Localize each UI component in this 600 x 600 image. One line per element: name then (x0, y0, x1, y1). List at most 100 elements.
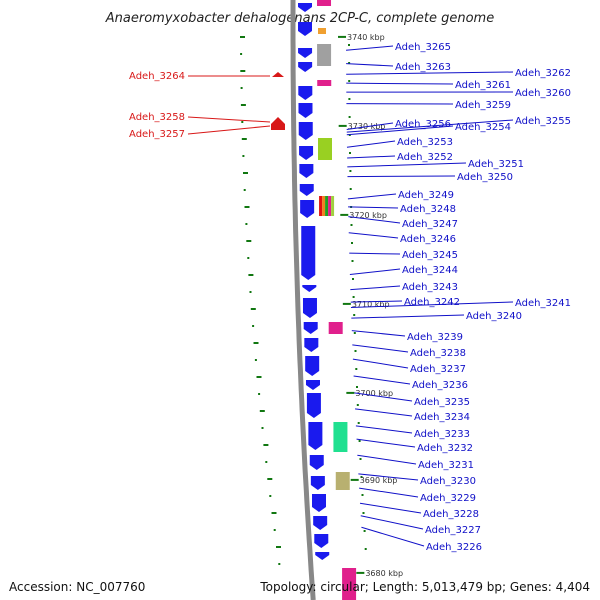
gc-dot (350, 224, 353, 226)
gene-label[interactable]: Adeh_3254 (455, 122, 511, 133)
gene-label[interactable]: Adeh_3251 (468, 159, 524, 170)
gene-block[interactable] (322, 196, 326, 216)
gc-dot (241, 138, 247, 140)
gene-block[interactable] (331, 196, 335, 216)
gene-label[interactable]: Adeh_3256 (395, 119, 451, 130)
gene-arrow[interactable] (300, 200, 315, 218)
gene-arrow[interactable] (299, 146, 314, 160)
gene-label[interactable]: Adeh_3261 (455, 80, 511, 91)
gene-arrow[interactable] (308, 422, 323, 450)
gc-dot (360, 476, 363, 478)
gene-arrow[interactable] (314, 534, 329, 548)
gene-label[interactable]: Adeh_3236 (412, 380, 468, 391)
gc-dot (252, 325, 255, 327)
gene-label[interactable]: Adeh_3226 (426, 542, 482, 553)
gene-label[interactable]: Adeh_3232 (417, 443, 473, 454)
gene-label[interactable]: Adeh_3230 (420, 476, 476, 487)
gene-arrow[interactable] (309, 455, 324, 470)
gene-label[interactable]: Adeh_3231 (418, 460, 474, 471)
gene-label[interactable]: Adeh_3227 (425, 525, 481, 536)
gene-label[interactable]: Adeh_3249 (398, 190, 454, 201)
gene-arrow[interactable] (299, 164, 314, 178)
gene-arrow[interactable] (311, 494, 326, 512)
gene-arrow[interactable] (305, 380, 320, 390)
gene-block[interactable] (317, 0, 332, 6)
gene-arrow[interactable] (298, 122, 313, 140)
gene-arrow[interactable] (302, 285, 317, 292)
gene-label[interactable]: Adeh_3263 (395, 62, 451, 73)
gene-arrow[interactable] (305, 356, 320, 376)
gene-label[interactable]: Adeh_3265 (395, 42, 451, 53)
gene-label[interactable]: Adeh_3246 (400, 234, 456, 245)
gc-dot (253, 342, 259, 344)
gene-block[interactable] (318, 28, 326, 34)
gene-label[interactable]: Adeh_3233 (414, 429, 470, 440)
genome-summary: Topology: circular; Length: 5,013,479 bp… (260, 580, 590, 594)
gene-arrow[interactable] (304, 338, 319, 352)
gene-block[interactable] (317, 44, 332, 66)
gene-arrow[interactable] (302, 298, 317, 318)
gene-arrow[interactable] (301, 226, 316, 280)
gene-block[interactable] (342, 568, 357, 600)
gene-block[interactable] (333, 422, 348, 452)
gene-label-reverse[interactable]: Adeh_3258 (129, 112, 185, 123)
gc-dot (244, 206, 250, 208)
gene-arrow[interactable] (315, 552, 330, 560)
gene-arrow[interactable] (298, 3, 313, 12)
gene-arrow[interactable] (303, 322, 318, 334)
gene-reverse[interactable] (272, 72, 284, 77)
gene-block[interactable] (319, 196, 323, 216)
gene-label[interactable]: Adeh_3259 (455, 100, 511, 111)
gene-label[interactable]: Adeh_3235 (414, 397, 470, 408)
gene-label[interactable]: Adeh_3240 (466, 311, 522, 322)
gc-dot (243, 172, 248, 174)
gene-arrow[interactable] (298, 103, 313, 118)
gc-dot (259, 410, 265, 412)
gene-label[interactable]: Adeh_3250 (457, 172, 513, 183)
gc-dot (351, 260, 354, 262)
gene-label[interactable]: Adeh_3255 (515, 116, 571, 127)
gene-label[interactable]: Adeh_3262 (515, 68, 571, 79)
gene-label[interactable]: Adeh_3237 (410, 364, 466, 375)
gene-label[interactable]: Adeh_3243 (402, 282, 458, 293)
leader-line (346, 45, 394, 51)
gene-block[interactable] (328, 196, 332, 216)
gene-label[interactable]: Adeh_3253 (397, 137, 453, 148)
gene-block[interactable] (328, 322, 343, 334)
gene-label[interactable]: Adeh_3241 (515, 298, 571, 309)
gene-labels[interactable]: Adeh_3265 Adeh_3263 Adeh_3262 Adeh_3261 Adeh… (129, 42, 571, 553)
gene-arrow[interactable] (298, 22, 313, 36)
gene-label[interactable]: Adeh_3252 (397, 152, 453, 163)
gene-label[interactable]: Adeh_3229 (420, 493, 476, 504)
gene-label-reverse[interactable]: Adeh_3257 (129, 129, 185, 140)
gene-block[interactable] (317, 80, 332, 86)
gene-label[interactable]: Adeh_3242 (404, 297, 460, 308)
gene-arrow[interactable] (299, 184, 314, 196)
gene-label[interactable]: Adeh_3234 (414, 412, 470, 423)
gene-label[interactable]: Adeh_3248 (400, 204, 456, 215)
gene-block[interactable] (317, 138, 332, 160)
gene-arrow[interactable] (310, 476, 325, 490)
gene-arrow[interactable] (298, 62, 313, 72)
gene-label[interactable]: Adeh_3245 (402, 250, 458, 261)
gene-label[interactable]: Adeh_3228 (423, 509, 479, 520)
gc-dot (249, 291, 252, 293)
gene-arrow[interactable] (298, 86, 313, 100)
leader-line (353, 375, 411, 385)
map-title: Anaeromyxobacter dehalogenans 2CP-C, com… (105, 11, 494, 26)
leader-line (355, 425, 413, 434)
gene-label-reverse[interactable]: Adeh_3264 (129, 71, 185, 82)
gene-arrow[interactable] (298, 48, 313, 58)
gene-block[interactable] (325, 196, 329, 216)
gene-reverse[interactable] (271, 117, 285, 130)
gene-label[interactable]: Adeh_3244 (402, 265, 458, 276)
gc-dot (250, 308, 256, 310)
gene-label[interactable]: Adeh_3238 (410, 348, 466, 359)
gene-arrow[interactable] (306, 393, 321, 418)
gene-label[interactable]: Adeh_3247 (402, 219, 458, 230)
gc-dot (352, 296, 355, 298)
gene-label[interactable]: Adeh_3260 (515, 88, 571, 99)
gene-arrow[interactable] (313, 516, 328, 530)
gene-label[interactable]: Adeh_3239 (407, 332, 463, 343)
gene-block[interactable] (335, 472, 350, 490)
